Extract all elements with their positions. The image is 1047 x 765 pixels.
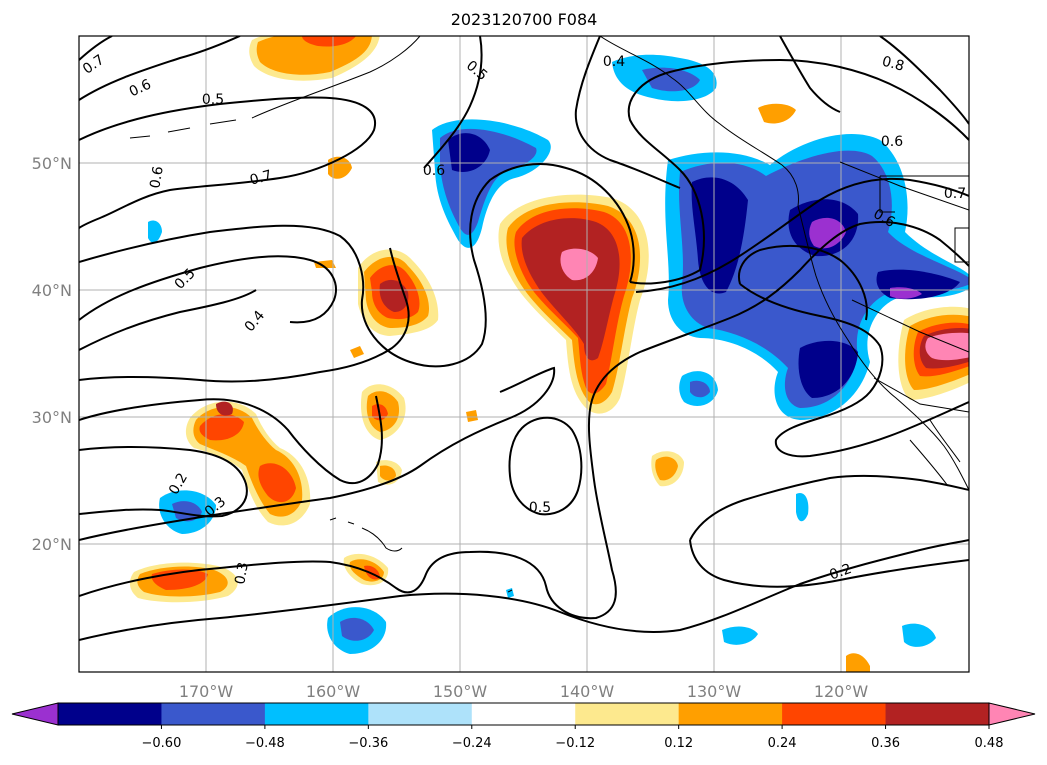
colorbar-segment [264, 703, 369, 725]
colorbar-segment [471, 703, 576, 725]
latitude-labels: 20°N 30°N 40°N 50°N [32, 154, 72, 554]
colorbar-tick-label: 0.48 [975, 736, 1004, 751]
colorbar-tick-label: −0.12 [555, 736, 595, 751]
negative-anomaly-shading [148, 54, 969, 654]
colorbar: −0.60 −0.48 −0.36 −0.24 −0.12 0.12 0.24 0.36 0.4… [11, 702, 1036, 751]
map-panel: 0.7 0.6 0.5 0.4 0.8 0.6 0.7 0.5 0.6 0.7 … [79, 36, 969, 672]
colorbar-tick-label: −0.60 [142, 736, 182, 751]
colorbar-tick-label: 0.24 [768, 736, 797, 751]
contour-label: 0.5 [529, 500, 551, 516]
lon-label-130w: 130°W [687, 682, 742, 701]
lat-label-30n: 30°N [32, 408, 72, 427]
colorbar-segment [58, 703, 162, 725]
lat-label-40n: 40°N [32, 281, 72, 300]
contour-label: 0.8 [880, 54, 906, 75]
colorbar-segment [575, 703, 680, 725]
lon-label-120w: 120°W [814, 682, 869, 701]
coastlines [129, 36, 969, 593]
map-frame [78, 35, 970, 673]
map-title: 2023120700 F084 [451, 10, 598, 29]
positive-anomaly-shading [129, 36, 969, 672]
colorbar-tick-label: 0.12 [664, 736, 693, 751]
lon-label-140w: 140°W [560, 682, 615, 701]
colorbar-extend-high [988, 702, 1036, 726]
lon-label-150w: 150°W [433, 682, 488, 701]
contour-label: 0.7 [248, 168, 274, 189]
contour-label: 0.3 [232, 561, 252, 586]
contour-label: 0.6 [881, 134, 903, 150]
lon-label-170w: 170°W [179, 682, 234, 701]
colorbar-tick-label: −0.48 [245, 736, 285, 751]
colorbar-segment [885, 703, 990, 725]
contour-label: 0.5 [202, 92, 224, 108]
colorbar-tick-label: −0.24 [452, 736, 492, 751]
lon-label-160w: 160°W [306, 682, 361, 701]
contour-label: 0.6 [423, 163, 445, 179]
contour-label: 0.4 [603, 54, 625, 70]
colorbar-frame [57, 702, 990, 726]
lat-label-20n: 20°N [32, 535, 72, 554]
colorbar-segment [161, 703, 266, 725]
colorbar-tick-label: −0.36 [348, 736, 388, 751]
colorbar-segment [678, 703, 783, 725]
colorbar-segment [782, 703, 887, 725]
contour-label: 0.6 [147, 165, 167, 190]
longitude-labels: 170°W 160°W 150°W 140°W 130°W 120°W [179, 682, 869, 701]
contour-lines [79, 36, 969, 641]
colorbar-extend-low [11, 702, 59, 726]
contour-label: 0.2 [827, 561, 853, 584]
lat-label-50n: 50°N [32, 154, 72, 173]
contour-label: 0.7 [944, 186, 966, 202]
colorbar-tick-label: 0.36 [871, 736, 900, 751]
colorbar-segment [368, 703, 473, 725]
